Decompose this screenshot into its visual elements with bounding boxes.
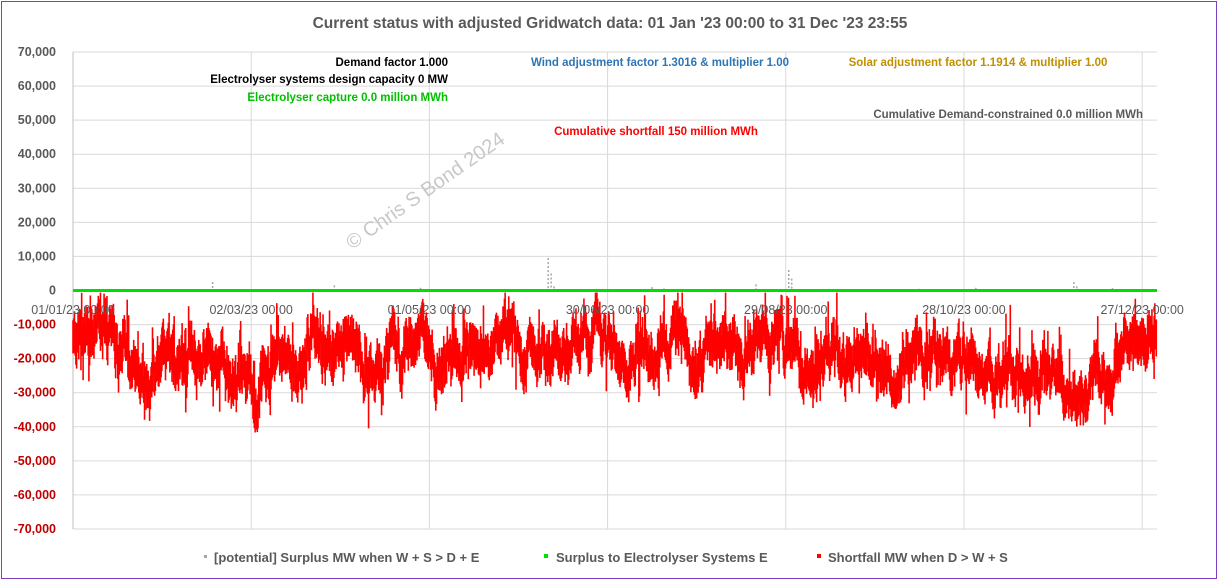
x-tick-label: 01/01/23 00:00 bbox=[31, 303, 114, 317]
annotation-demand-factor: Demand factor 1.000 bbox=[336, 57, 449, 69]
legend-label-shortfall: Shortfall MW when D > W + S bbox=[828, 550, 1008, 565]
watermark: © Chris S Bond 2024 bbox=[342, 128, 509, 254]
y-tick-label: -50,000 bbox=[14, 454, 56, 468]
y-tick-label: -30,000 bbox=[14, 386, 56, 400]
y-tick-label: 60,000 bbox=[18, 79, 56, 93]
y-tick-label: 10,000 bbox=[18, 249, 56, 263]
x-axis-ticks: 01/01/23 00:00 02/03/23 00:00 01/05/23 00:… bbox=[31, 303, 1184, 317]
x-tick-label: 30/06/23 00:00 bbox=[566, 303, 649, 317]
x-tick-label: 27/12/23 00:00 bbox=[1100, 303, 1183, 317]
x-tick-label: 29/08/23 00:00 bbox=[744, 303, 827, 317]
y-tick-label: 30,000 bbox=[18, 181, 56, 195]
y-tick-label: -60,000 bbox=[14, 488, 56, 502]
legend-label-surplus: [potential] Surplus MW when W + S > D + … bbox=[214, 550, 480, 565]
series-shortfall bbox=[72, 292, 1158, 433]
legend-marker-electrolyser bbox=[544, 554, 548, 558]
annotation-cumulative-shortfall: Cumulative shortfall 150 million MWh bbox=[554, 126, 758, 138]
y-tick-label: -40,000 bbox=[14, 420, 56, 434]
y-axis-ticks: 70,000 60,000 50,000 40,000 30,000 20,000 10,0… bbox=[14, 45, 56, 536]
annotation-electrolyser-capacity: Electrolyser systems design capacity 0 M… bbox=[210, 74, 448, 86]
y-tick-label: 20,000 bbox=[18, 215, 56, 229]
y-tick-label: 50,000 bbox=[18, 113, 56, 127]
x-tick-label: 02/03/23 00:00 bbox=[209, 303, 292, 317]
y-tick-label: 0 bbox=[49, 284, 56, 298]
y-tick-label: 40,000 bbox=[18, 147, 56, 161]
annotation-solar-factor: Solar adjustment factor 1.1914 & multipl… bbox=[849, 57, 1108, 69]
annotation-demand-constrained: Cumulative Demand-constrained 0.0 millio… bbox=[873, 109, 1143, 121]
annotations: Demand factor 1.000 Electrolyser systems… bbox=[210, 57, 1143, 138]
legend-label-electrolyser: Surplus to Electrolyser Systems E bbox=[556, 550, 768, 565]
legend: [potential] Surplus MW when W + S > D + … bbox=[204, 550, 1008, 565]
legend-marker-surplus bbox=[204, 555, 207, 558]
x-tick-label: 28/10/23 00:00 bbox=[922, 303, 1005, 317]
chart-title: Current status with adjusted Gridwatch d… bbox=[313, 15, 908, 32]
legend-marker-shortfall bbox=[817, 554, 821, 558]
y-tick-label: 70,000 bbox=[18, 45, 56, 59]
series-potential-surplus bbox=[211, 258, 1114, 291]
annotation-wind-factor: Wind adjustment factor 1.3016 & multipli… bbox=[531, 57, 789, 69]
x-tick-label: 01/05/23 00:00 bbox=[388, 303, 471, 317]
annotation-electrolyser-capture: Electrolyser capture 0.0 million MWh bbox=[247, 92, 448, 104]
y-tick-label: -70,000 bbox=[14, 522, 56, 536]
y-tick-label: -10,000 bbox=[14, 318, 56, 332]
y-tick-label: -20,000 bbox=[14, 352, 56, 366]
